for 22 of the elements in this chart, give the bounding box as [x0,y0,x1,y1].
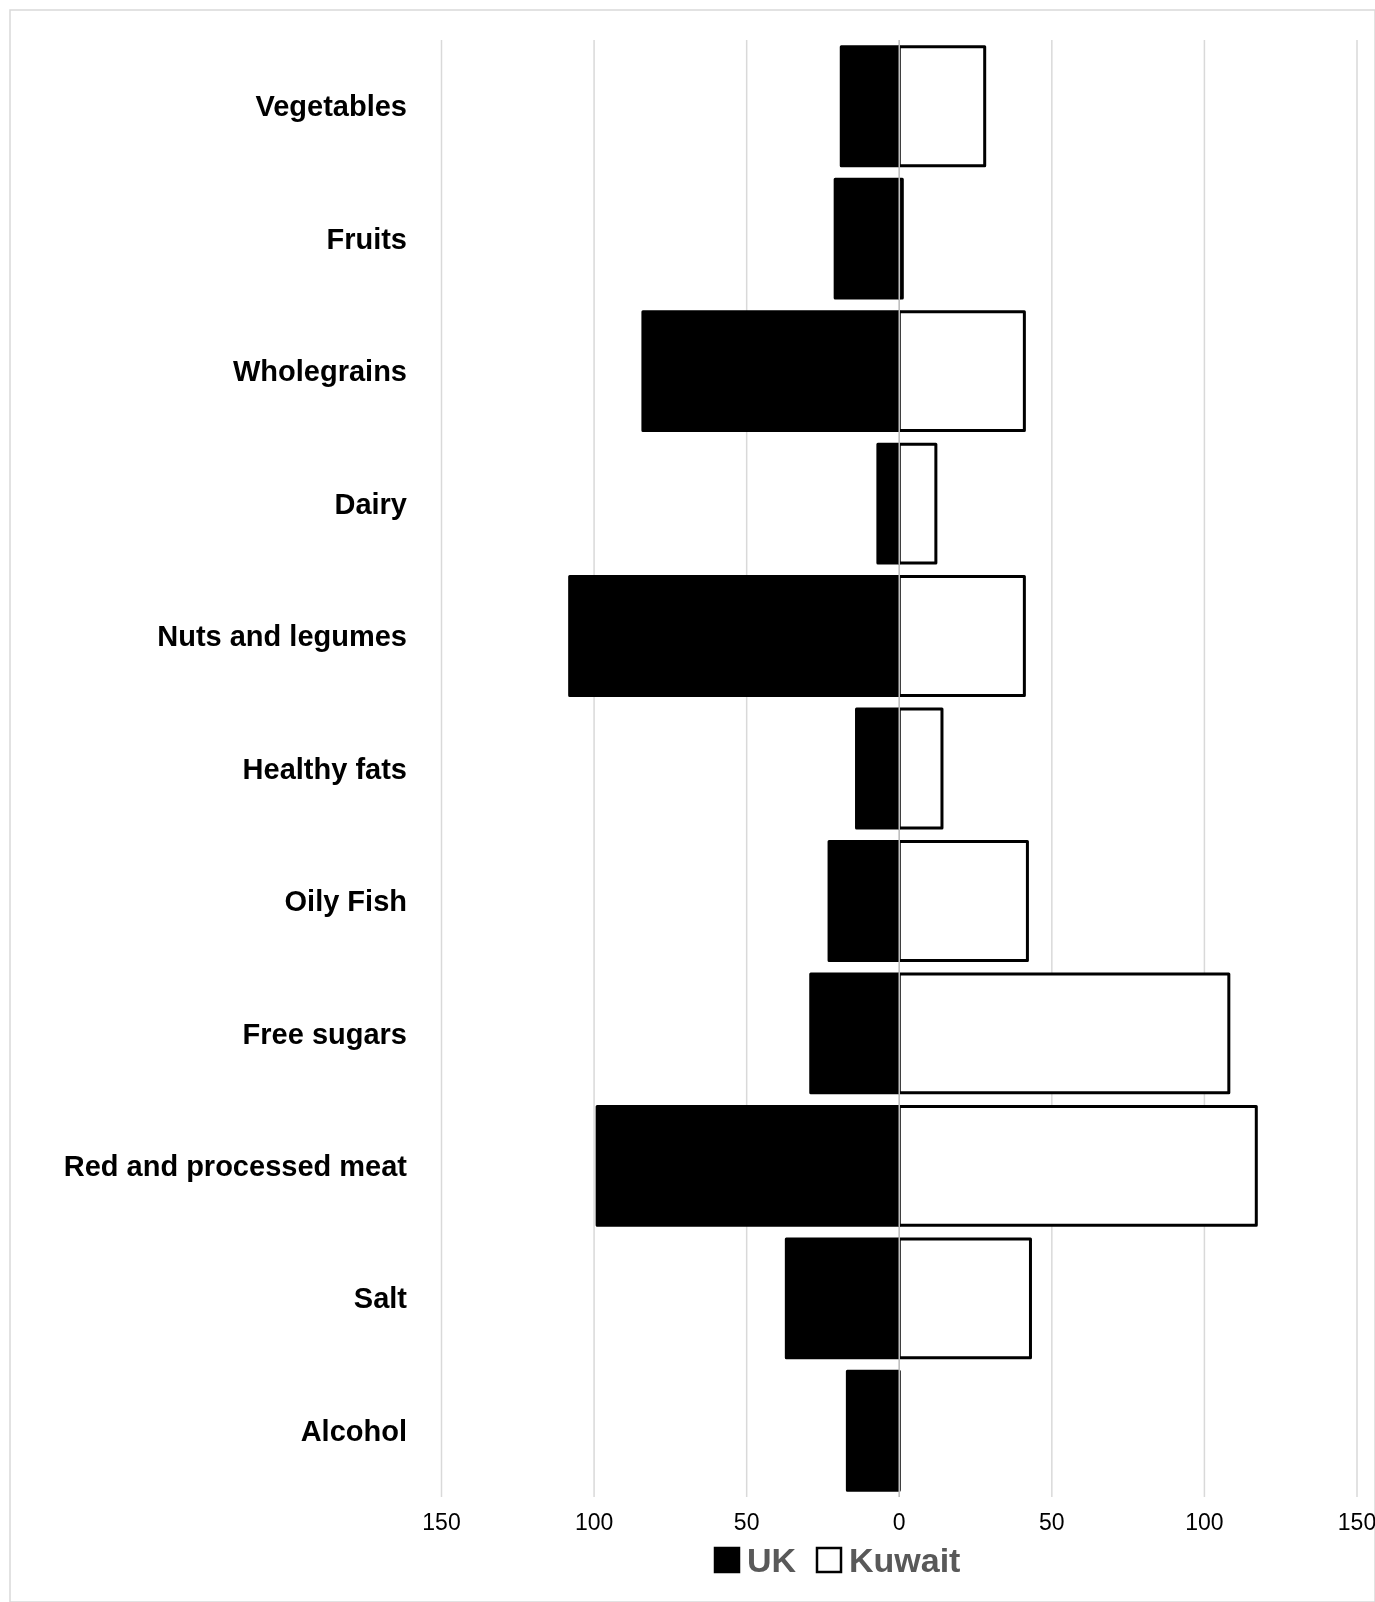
y-tick-label: Free sugars [242,1017,407,1050]
bar [845,1369,901,1492]
bar [833,177,901,300]
y-tick-label: Fruits [326,222,407,255]
legend-label: Kuwait [849,1541,961,1580]
x-tick-label: 100 [1185,1509,1224,1535]
x-tick-label: 100 [574,1509,614,1535]
y-tick-label: Vegetables [255,90,407,123]
x-tick-label: 150 [1337,1509,1375,1535]
y-tick-label: Salt [353,1282,408,1315]
y-tick-label: Alcohol [300,1414,407,1447]
y-tick-label: Nuts and legumes [157,620,407,653]
x-tick-label: 50 [1039,1509,1065,1535]
x-tick-label: 50 [733,1509,760,1535]
x-tick-label: 150 [422,1509,461,1535]
y-tick-label: Healthy fats [242,752,407,785]
legend-label: UK [747,1541,797,1580]
y-tick-label: Dairy [334,487,407,520]
y-tick-label: Wholegrains [232,355,407,388]
y-tick-label: Oily Fish [284,885,407,918]
y-tick-label: Red and processed meat [63,1150,408,1183]
x-tick-label: 0 [892,1509,906,1535]
